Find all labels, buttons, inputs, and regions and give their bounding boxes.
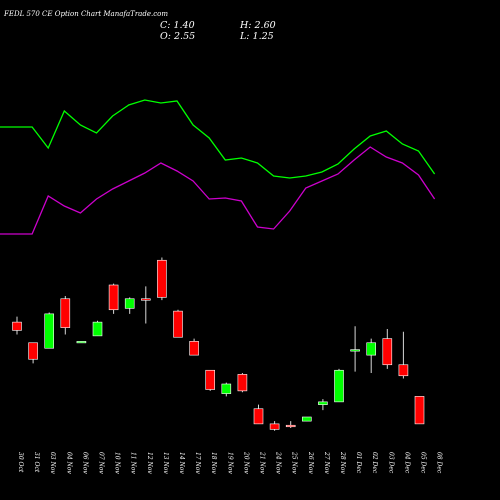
lower-band-line [0, 146, 436, 235]
candle [205, 369, 215, 391]
x-tick-label: 10 Nov [114, 452, 121, 474]
candle [141, 286, 151, 324]
candle-body [12, 321, 22, 331]
candle [157, 257, 167, 301]
candle [253, 404, 264, 425]
low-value: L: 1.25 [239, 31, 274, 42]
x-tick-label: 30 Oct [17, 452, 24, 473]
candle-body [301, 416, 312, 422]
x-axis-labels: 30 Oct 31 Oct 03 Nov 04 Nov 06 Nov 07 Nov 10 N… [17, 451, 443, 474]
candle-body [157, 259, 167, 298]
candle-body [334, 369, 344, 403]
candle [173, 309, 183, 338]
candle-body [189, 341, 199, 356]
x-tick-label: 25 Nov [291, 451, 298, 474]
candle-body [173, 310, 183, 338]
x-tick-label: 04 Dec [403, 452, 410, 474]
x-tick-label: 24 Nov [275, 451, 282, 474]
close-value: C: 1.40 [160, 20, 195, 31]
x-tick-label: 19 Nov [226, 452, 233, 474]
candle [301, 416, 312, 422]
x-tick-label: 01 Dec [355, 452, 362, 474]
chart-title: FEDL 570 CE Option Chart ManafaTrade.com [3, 10, 168, 18]
candle-body [269, 423, 280, 430]
x-tick-label: 28 Nov [339, 451, 346, 474]
candle-body [398, 364, 409, 377]
candle [221, 382, 232, 397]
candle-body [237, 374, 248, 392]
candle [76, 341, 87, 344]
candle [12, 316, 22, 335]
candle-body [76, 341, 87, 344]
candle-body [205, 369, 215, 390]
x-tick-label: 26 Nov [307, 451, 314, 474]
x-tick-label: 02 Dec [371, 452, 378, 474]
x-tick-label: 13 Nov [162, 452, 169, 474]
candle-body [28, 342, 38, 360]
candle-body [318, 401, 328, 405]
candle-body [382, 338, 393, 366]
x-tick-label: 08 Dec [436, 452, 443, 474]
candle [334, 368, 344, 403]
candle [285, 421, 296, 428]
x-tick-label: 07 Nov [98, 452, 105, 474]
candle [60, 296, 71, 335]
x-tick-label: 05 Dec [420, 452, 427, 474]
candle [189, 338, 199, 356]
candle [318, 399, 328, 411]
x-tick-label: 03 Nov [49, 452, 56, 474]
candle-body [108, 284, 119, 311]
candle [366, 338, 377, 373]
candle [382, 329, 393, 369]
candle-body [285, 424, 296, 428]
band-lines [0, 99, 436, 235]
candle-body [44, 313, 55, 349]
candle-body [350, 349, 360, 352]
candle [350, 326, 360, 372]
x-tick-label: 12 Nov [146, 452, 153, 474]
candle [44, 312, 55, 349]
x-tick-label: 21 Nov [259, 451, 266, 474]
x-tick-label: 18 Nov [210, 452, 217, 474]
candle [237, 373, 248, 393]
x-tick-label: 11 Nov [130, 452, 137, 474]
x-tick-label: 03 Dec [387, 452, 394, 474]
x-tick-label: 20 Nov [242, 451, 249, 474]
x-tick-label: 06 Nov [81, 452, 88, 474]
candle-body [124, 298, 135, 309]
x-tick-label: 04 Nov [65, 452, 72, 474]
candle [269, 421, 280, 431]
candle-body [141, 298, 151, 301]
candle-body [414, 396, 425, 425]
candle-body [92, 321, 103, 337]
candle-body [221, 383, 232, 394]
candle [398, 331, 409, 379]
candle-body [366, 342, 377, 356]
candle-body [253, 408, 264, 425]
candle-body [60, 298, 71, 328]
x-tick-label: 17 Nov [194, 452, 201, 474]
x-tick-label: 27 Nov [323, 451, 330, 474]
candle [92, 320, 103, 337]
candle [124, 297, 135, 314]
upper-band-line [0, 99, 436, 179]
high-value: H: 2.60 [239, 20, 276, 31]
x-tick-label: 14 Nov [178, 452, 185, 474]
open-value: O: 2.55 [160, 31, 195, 42]
candle [108, 283, 119, 314]
x-tick-label: 31 Oct [33, 452, 40, 473]
candle [414, 396, 425, 425]
candles [12, 257, 425, 431]
candle [28, 342, 38, 364]
